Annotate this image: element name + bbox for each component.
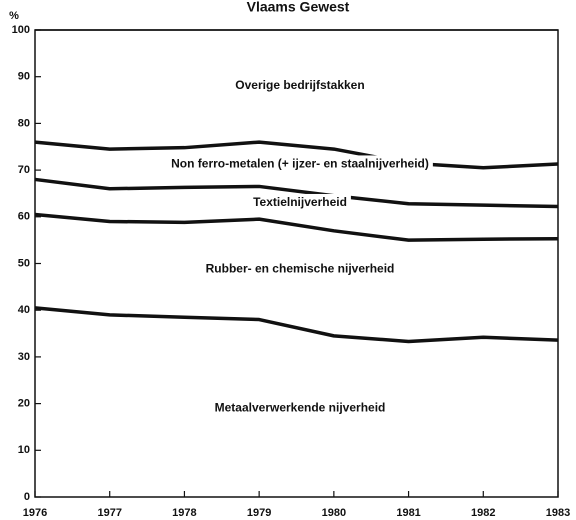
series-label: Textielnijverheid <box>253 195 347 209</box>
y-tick-label: 80 <box>18 117 30 129</box>
series-label: Metaalverwerkende nijverheid <box>215 400 386 414</box>
label-background <box>249 193 351 210</box>
boundary-line <box>34 177 559 209</box>
x-tick-label: 1980 <box>322 507 346 519</box>
y-tick-label: 0 <box>24 491 30 503</box>
chart-title: Vlaams Gewest <box>247 0 350 15</box>
y-tick-label: 10 <box>18 444 30 456</box>
y-tick-label: 60 <box>18 211 30 223</box>
y-tick-label: 90 <box>18 71 30 83</box>
series-label: Overige bedrijfstakken <box>235 78 364 92</box>
x-tick-label: 1977 <box>97 507 121 519</box>
y-tick-label: 70 <box>18 164 30 176</box>
label-background <box>210 399 390 416</box>
boundary-line <box>34 140 559 170</box>
series-label: Rubber- en chemische nijverheid <box>206 262 395 276</box>
boundary-line <box>34 212 559 242</box>
y-axis-label: % <box>9 10 19 22</box>
y-tick-label: 100 <box>12 24 30 36</box>
y-tick-label: 30 <box>18 351 30 363</box>
x-tick-label: 1978 <box>172 507 196 519</box>
x-tick-label: 1983 <box>546 507 570 519</box>
x-tick-label: 1982 <box>471 507 495 519</box>
label-background <box>167 155 433 172</box>
x-tick-label: 1979 <box>247 507 271 519</box>
series-label: Non ferro-metalen (+ ijzer- en staalnijv… <box>171 156 429 170</box>
label-background <box>231 77 369 94</box>
x-tick-label: 1976 <box>23 507 47 519</box>
label-background <box>201 260 399 277</box>
x-tick-label: 1981 <box>396 507 420 519</box>
y-tick-label: 40 <box>18 304 30 316</box>
y-tick-label: 50 <box>18 257 30 269</box>
boundary-line <box>34 306 559 344</box>
y-tick-label: 20 <box>18 398 30 410</box>
